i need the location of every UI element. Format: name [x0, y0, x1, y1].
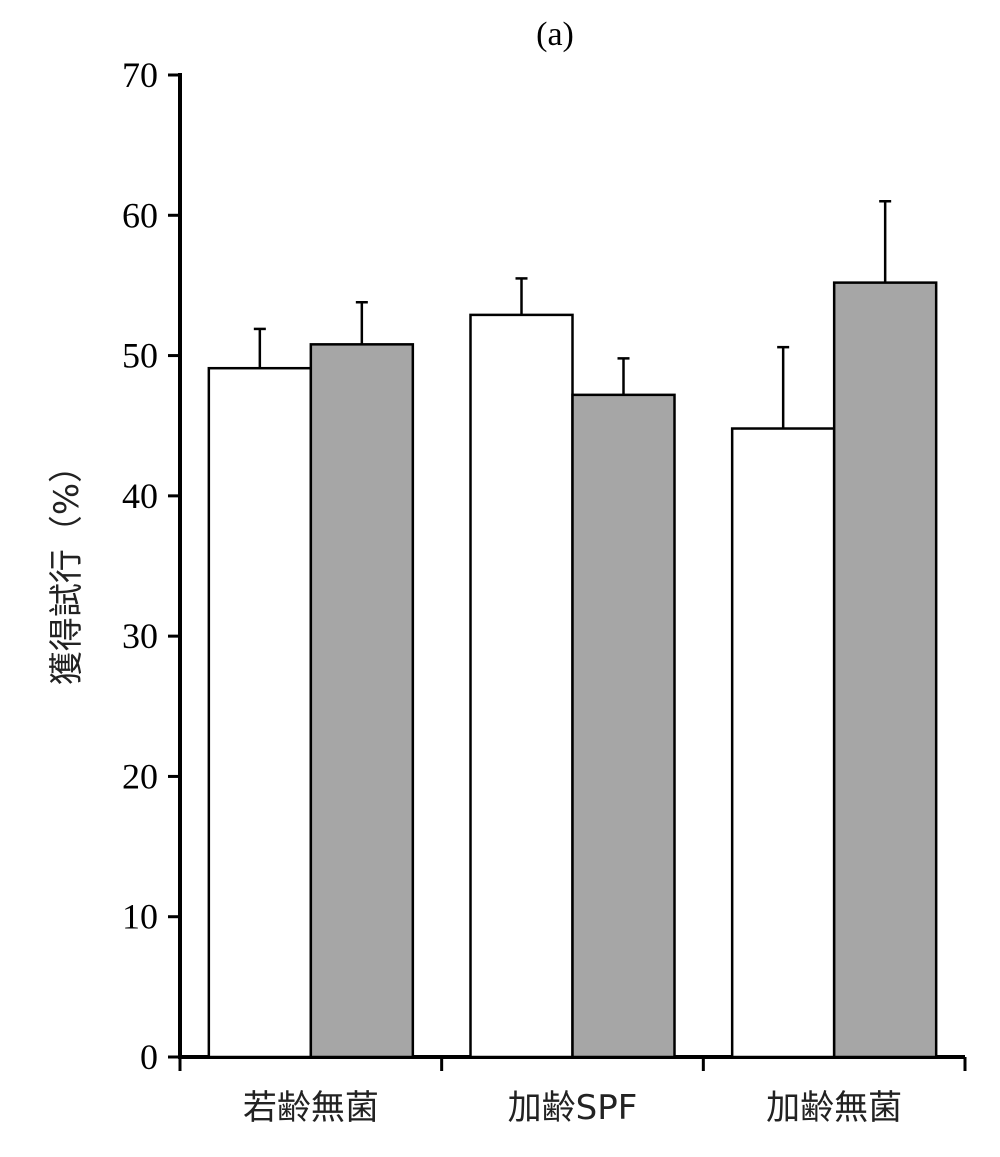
x-category-label: 加齢無菌: [766, 1088, 902, 1128]
bar-1: [207, 366, 313, 1059]
bar-1: [730, 427, 836, 1059]
y-tick-label: 60: [122, 195, 158, 235]
x-category-label: 若齢無菌: [243, 1088, 379, 1128]
y-tick-label: 30: [122, 616, 158, 656]
bar-1: [469, 313, 574, 1059]
bar-2: [309, 343, 415, 1059]
bar-2: [571, 393, 676, 1059]
chart-title: (a): [536, 16, 574, 53]
x-category-label: 加齢SPF: [508, 1088, 638, 1128]
y-tick-label: 10: [122, 897, 158, 937]
y-tick-label: 20: [122, 756, 158, 796]
y-tick-label: 50: [122, 336, 158, 376]
bars: [207, 281, 938, 1059]
y-tick-label: 40: [122, 476, 158, 516]
y-axis-label: 獲得試行（%）: [47, 449, 87, 685]
tick-labels: 0 10 20 30 40 50 60 70 若齢無菌 加齢SPF 加齢無菌: [122, 55, 902, 1128]
error-bars: [253, 200, 892, 429]
y-tick-label: 70: [122, 55, 158, 95]
y-tick-label: 0: [140, 1037, 158, 1077]
bar-2: [832, 281, 938, 1059]
